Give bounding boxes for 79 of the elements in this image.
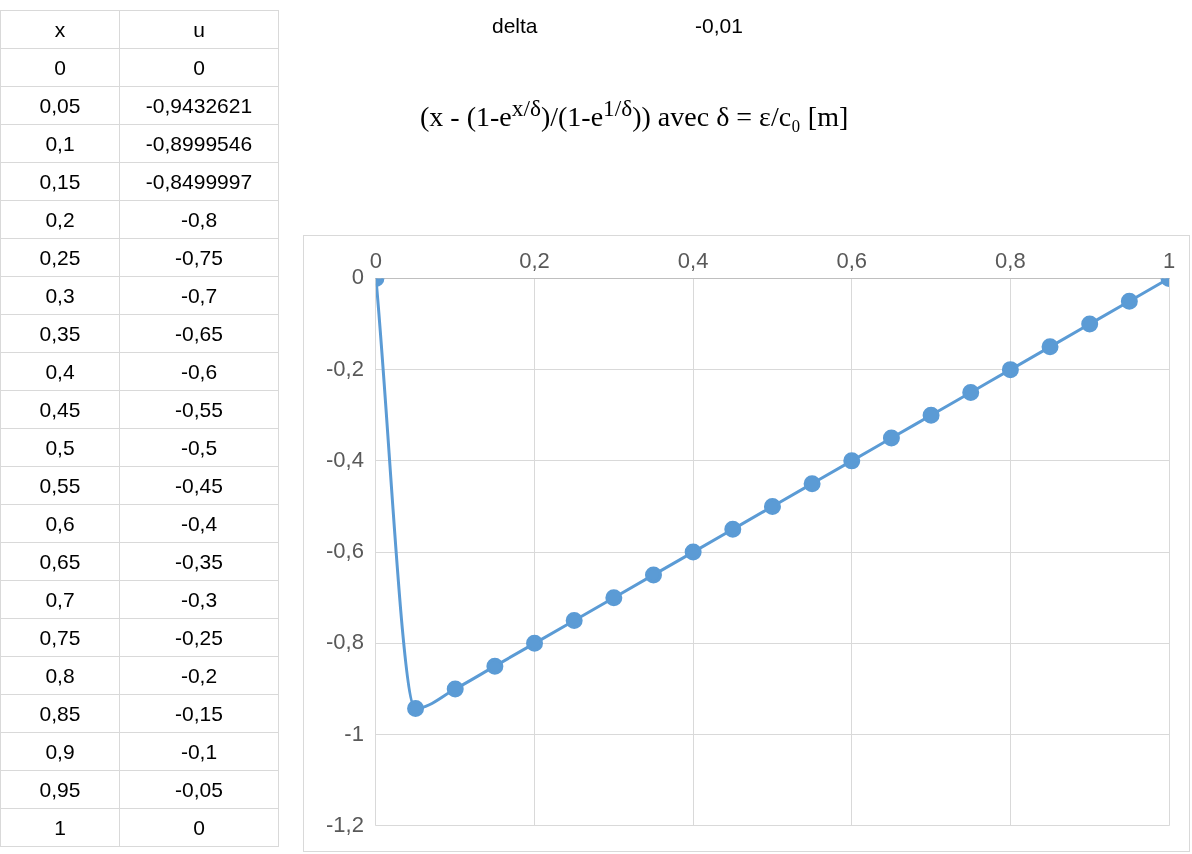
text: -0,2 <box>119 656 279 695</box>
text: -0,7 <box>119 276 279 315</box>
text: -0,25 <box>119 618 279 657</box>
y-tick-label: -0,2 <box>325 355 364 381</box>
text: 0,05 <box>0 86 120 125</box>
text: 0,55 <box>0 466 120 505</box>
point <box>1120 292 1138 310</box>
text: -0,9432621 <box>119 86 279 125</box>
text: -0,35 <box>119 542 279 581</box>
text: -0,5 <box>119 428 279 467</box>
text: 0,85 <box>0 694 120 733</box>
point <box>1001 361 1019 379</box>
x-tick-label: 0,2 <box>519 248 550 274</box>
text: -0,8 <box>119 200 279 239</box>
text: -0,75 <box>119 238 279 277</box>
x-tick-label: 0,4 <box>677 248 709 274</box>
point <box>526 634 544 652</box>
text: 0,25 <box>0 238 120 277</box>
point <box>724 520 742 538</box>
text: 0,1 <box>0 124 120 163</box>
text: 0,75 <box>0 618 120 657</box>
point <box>882 429 900 447</box>
text: u <box>119 10 279 49</box>
text: -0,3 <box>119 580 279 619</box>
text: -0,1 <box>119 732 279 771</box>
text: 0,3 <box>0 276 120 315</box>
chart-title: (x - (1-e$^{x/δ}$)/(1-e$^{1/δ}$)) avec δ = ε/c₀ [m] <box>410 85 859 144</box>
text: -0,8499997 <box>119 162 279 201</box>
text: 0 <box>119 48 279 87</box>
y-tick-label: -1,2 <box>325 811 364 837</box>
point <box>843 452 861 470</box>
x-tick-label: 0,8 <box>995 248 1026 274</box>
point <box>644 566 662 584</box>
text: 0,9 <box>0 732 120 771</box>
point <box>446 680 464 698</box>
y-tick-label: -0,8 <box>325 629 364 655</box>
text: 0 <box>119 808 279 847</box>
x-tick-label: 0,6 <box>836 248 868 274</box>
text: -0,45 <box>119 466 279 505</box>
y-tick-label: -0,6 <box>325 538 364 564</box>
text: 0 <box>0 48 120 87</box>
text: 0,15 <box>0 162 120 201</box>
y-tick-label: -1 <box>344 720 364 746</box>
y-tick-label: 0 <box>351 264 364 290</box>
text: delta <box>492 14 538 38</box>
point <box>407 700 425 718</box>
x-tick-label: 1 <box>1162 248 1176 274</box>
point <box>1081 315 1099 333</box>
text: 0,65 <box>0 542 120 581</box>
text: 0,7 <box>0 580 120 619</box>
text: -0,05 <box>119 770 279 809</box>
text: 0,5 <box>0 428 120 467</box>
text: -0,65 <box>119 314 279 353</box>
text: -0,4 <box>119 504 279 543</box>
text: -0,15 <box>119 694 279 733</box>
text: 0,6 <box>0 504 120 543</box>
text: -0,8999546 <box>119 124 279 163</box>
text: 0,45 <box>0 390 120 429</box>
text: 0,2 <box>0 200 120 239</box>
point <box>684 543 702 561</box>
text: -0,55 <box>119 390 279 429</box>
point <box>962 383 980 401</box>
point <box>605 589 623 607</box>
text: -0,6 <box>119 352 279 391</box>
text: -0,01 <box>695 14 743 38</box>
point <box>486 657 504 675</box>
text: 1 <box>0 808 120 847</box>
text: x <box>0 10 120 49</box>
point <box>1041 338 1059 356</box>
point <box>565 612 583 630</box>
x-tick-label: 0 <box>369 248 383 274</box>
text: 0,8 <box>0 656 120 695</box>
text: 0,4 <box>0 352 120 391</box>
point <box>763 497 781 515</box>
text: 0,95 <box>0 770 120 809</box>
point <box>922 406 940 424</box>
y-tick-label: -0,4 <box>325 446 364 472</box>
point <box>803 475 821 493</box>
text: 0,35 <box>0 314 120 353</box>
